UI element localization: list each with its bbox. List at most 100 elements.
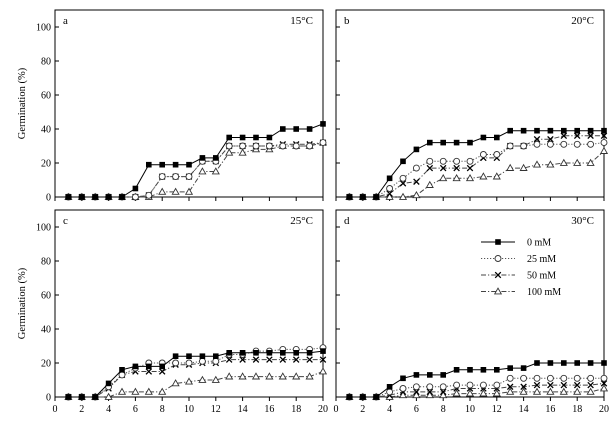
data-point bbox=[145, 191, 153, 199]
y-tick-label: 80 bbox=[41, 257, 51, 268]
data-point bbox=[413, 178, 420, 185]
series-50-mm bbox=[346, 132, 608, 201]
data-point bbox=[171, 379, 180, 387]
x-tick-label: 16 bbox=[545, 404, 555, 415]
x-tick-label: 14 bbox=[519, 404, 529, 415]
data-point bbox=[131, 193, 139, 201]
data-point bbox=[480, 134, 487, 141]
data-point bbox=[158, 368, 166, 375]
data-point bbox=[318, 367, 328, 375]
data-point bbox=[211, 167, 220, 175]
data-point bbox=[560, 140, 568, 148]
data-point bbox=[533, 135, 541, 143]
data-point bbox=[439, 157, 447, 165]
data-point bbox=[532, 387, 542, 395]
data-point bbox=[226, 134, 232, 141]
data-point bbox=[466, 381, 474, 389]
legend-item: 0 mM bbox=[481, 238, 551, 249]
data-point bbox=[119, 367, 125, 373]
data-point bbox=[212, 357, 220, 365]
data-point bbox=[425, 390, 434, 399]
data-point bbox=[465, 173, 475, 182]
data-point bbox=[198, 375, 207, 383]
data-point bbox=[439, 388, 447, 396]
legend-label: 50 mM bbox=[527, 271, 556, 282]
data-point bbox=[573, 132, 581, 140]
series-line bbox=[68, 123, 324, 198]
data-point bbox=[386, 175, 393, 182]
data-point bbox=[159, 161, 165, 168]
x-tick-label: 20 bbox=[599, 404, 609, 415]
data-point bbox=[239, 142, 247, 150]
data-point bbox=[146, 161, 152, 168]
plot-frame bbox=[54, 209, 324, 398]
data-point bbox=[119, 194, 125, 200]
data-point bbox=[280, 126, 286, 132]
x-tick-label: 6 bbox=[133, 404, 138, 415]
data-point bbox=[65, 394, 72, 400]
panel-letter: c bbox=[63, 215, 68, 227]
y-tick-label: 20 bbox=[41, 359, 51, 370]
data-point bbox=[226, 350, 232, 356]
data-point bbox=[467, 139, 473, 146]
series-100-mm bbox=[64, 367, 328, 400]
data-point bbox=[600, 139, 608, 147]
data-point bbox=[306, 126, 313, 132]
data-point bbox=[373, 394, 379, 400]
data-point bbox=[225, 142, 233, 150]
y-tick-label: 100 bbox=[36, 223, 51, 234]
data-point bbox=[144, 387, 153, 395]
data-point bbox=[506, 387, 515, 395]
data-point bbox=[573, 140, 581, 148]
data-point bbox=[293, 126, 299, 132]
data-point bbox=[533, 381, 541, 389]
data-point bbox=[131, 387, 140, 395]
data-point bbox=[439, 164, 447, 172]
data-point bbox=[573, 158, 582, 166]
data-point bbox=[65, 194, 72, 200]
data-point bbox=[266, 356, 273, 363]
panel-d: 0 2 4 6 8 10 12 14 16 18 20 d 30°C 0 mM 25 mM 50 mM 100 … bbox=[334, 209, 609, 415]
data-point bbox=[412, 383, 420, 391]
data-point bbox=[507, 365, 513, 371]
data-point bbox=[534, 127, 540, 134]
data-point bbox=[426, 383, 434, 391]
data-point bbox=[587, 140, 595, 148]
data-point bbox=[520, 127, 527, 134]
data-point bbox=[520, 365, 527, 371]
data-point bbox=[506, 383, 514, 391]
panel-c: 0 20 40 60 80 100 0 2 4 6 8 10 12 14 16 18 20 Germination… bbox=[17, 209, 328, 415]
data-point bbox=[225, 148, 234, 156]
x-tick-label: 18 bbox=[291, 404, 301, 415]
data-point bbox=[92, 394, 98, 400]
x-tick-label: 8 bbox=[160, 404, 165, 415]
data-point bbox=[171, 187, 180, 195]
data-point bbox=[132, 363, 139, 370]
data-point bbox=[413, 372, 420, 378]
data-point bbox=[479, 381, 487, 389]
x-tick-label: 12 bbox=[492, 404, 502, 415]
data-point bbox=[546, 387, 555, 395]
data-point bbox=[184, 377, 194, 385]
data-point bbox=[546, 140, 554, 148]
y-axis-label: Germination (%) bbox=[17, 67, 28, 139]
data-point bbox=[601, 360, 607, 366]
panel-letter: b bbox=[344, 15, 350, 27]
data-point bbox=[225, 372, 234, 380]
y-tick-label: 100 bbox=[36, 23, 51, 34]
data-point bbox=[79, 394, 85, 400]
data-point bbox=[440, 139, 446, 146]
data-point bbox=[467, 367, 473, 373]
legend-marker bbox=[495, 239, 501, 245]
data-point bbox=[506, 142, 514, 150]
data-point bbox=[293, 350, 299, 356]
x-tick-label: 2 bbox=[79, 404, 84, 415]
data-point bbox=[79, 194, 85, 200]
data-point bbox=[199, 155, 206, 161]
data-point bbox=[494, 367, 500, 373]
data-point bbox=[306, 350, 313, 356]
legend: 0 mM 25 mM 50 mM 100 mM bbox=[481, 238, 561, 298]
panel-temperature: 15°C bbox=[290, 15, 313, 27]
x-tick-label: 16 bbox=[264, 404, 274, 415]
x-tick-label: 10 bbox=[465, 404, 475, 415]
